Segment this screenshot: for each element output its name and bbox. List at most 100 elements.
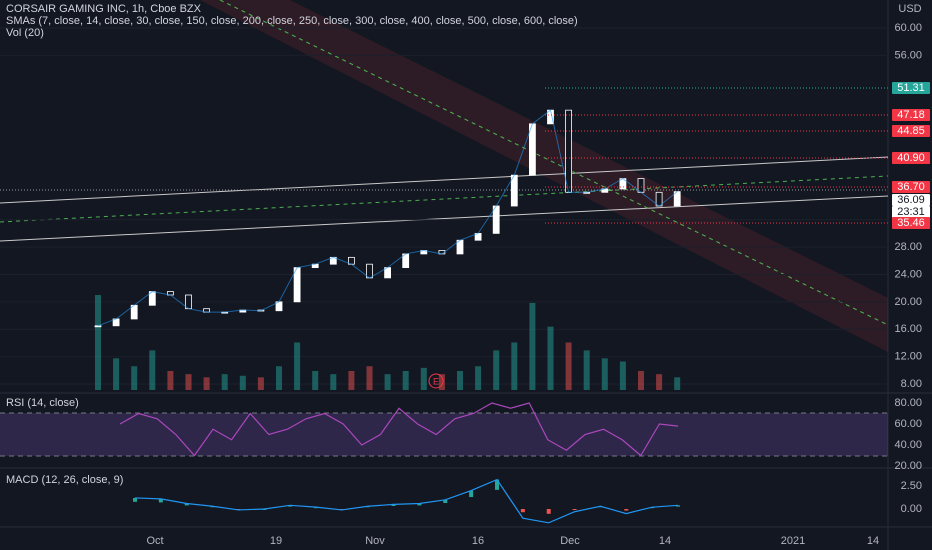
price-badge-label: 40.90 <box>897 152 925 164</box>
price-badge-label: 23:31 <box>897 206 925 218</box>
price-tick-label: 20.00 <box>894 296 922 308</box>
rsi-tick-label: 40.00 <box>894 439 922 451</box>
candle <box>492 205 500 234</box>
time-tick-label: Dec <box>560 535 580 547</box>
trend-line <box>0 156 889 204</box>
volume-bar <box>366 366 373 390</box>
volume-bar <box>619 361 626 390</box>
volume-bar <box>185 374 192 390</box>
macd-hist <box>495 479 499 490</box>
volume-bar <box>167 371 174 390</box>
price-badge <box>892 206 930 218</box>
time-tick-label: 14 <box>867 535 879 547</box>
rsi-line <box>119 402 679 457</box>
volume-bar <box>95 295 101 390</box>
volume-bar <box>420 367 427 390</box>
volume-bar <box>330 374 337 390</box>
trend-channel <box>200 0 888 352</box>
trend-line <box>0 195 889 242</box>
macd-hist <box>133 497 137 502</box>
volume-bar <box>565 342 572 390</box>
macd-hist <box>288 505 293 507</box>
price-badge <box>892 109 930 121</box>
rsi-tick-label: 20.00 <box>894 460 922 472</box>
volume-bar <box>529 302 536 390</box>
currency: USD <box>898 3 921 15</box>
candle <box>510 174 518 207</box>
volume-bar <box>438 374 445 390</box>
candle <box>529 123 536 176</box>
volume-bar <box>457 371 463 390</box>
rsi-band <box>0 413 888 456</box>
volume-bar <box>239 375 246 390</box>
volume-bar <box>348 371 355 390</box>
macd-hist <box>417 503 422 506</box>
time-tick-label: 14 <box>659 535 671 547</box>
macd-tick-label: 2.50 <box>901 480 922 492</box>
price-badge-label: 44.85 <box>897 125 925 137</box>
candle <box>565 109 572 193</box>
earnings-marker <box>428 373 444 389</box>
volume-bar <box>203 377 210 390</box>
macd-hist <box>184 503 189 506</box>
volume-bar <box>656 374 663 390</box>
candle <box>293 267 301 303</box>
price-tick-label: 28.00 <box>894 241 922 253</box>
volume-bar <box>149 350 156 390</box>
price-badge-label: 36.70 <box>897 181 925 193</box>
price-badge <box>892 217 930 229</box>
macd-hist <box>443 499 448 504</box>
trend-dashed <box>0 175 889 223</box>
time-tick-label: Nov <box>365 535 385 547</box>
macd-hist <box>676 505 680 507</box>
volume-bar <box>583 350 590 390</box>
volume-bar <box>221 374 228 390</box>
macd-hist <box>469 490 474 498</box>
macd-line <box>134 478 679 524</box>
price-tick-label: 16.00 <box>894 323 922 335</box>
volume-bar <box>312 371 319 390</box>
price-badge-label: 47.18 <box>897 109 925 121</box>
volume-bar <box>294 342 301 390</box>
macd-hist <box>572 509 577 510</box>
price-badge-label: 51.31 <box>897 82 925 94</box>
volume-bar <box>547 326 554 390</box>
price-tick-label: 8.00 <box>901 378 922 390</box>
volume-bar <box>113 358 120 390</box>
indicator-legend: SMAs (7, close, 14, close, 30, close, 15… <box>6 15 578 27</box>
volume-bar <box>475 366 482 390</box>
price-tick-label: 12.00 <box>894 351 922 363</box>
price-badge <box>892 82 930 94</box>
rsi-title: RSI (14, close) <box>6 397 79 409</box>
price-tick-label: 24.00 <box>894 268 922 280</box>
volume-bar <box>402 371 409 390</box>
macd-title: MACD (12, 26, close, 9) <box>6 474 123 486</box>
volume-bar <box>384 374 391 390</box>
price-badge-label: 36.09 <box>897 194 925 206</box>
price-badge <box>892 125 930 137</box>
trend-dashed <box>219 0 889 326</box>
macd-tick-label: 0.00 <box>901 503 922 515</box>
volume-bar <box>511 342 518 390</box>
close-line <box>97 109 678 327</box>
volume-bar <box>638 371 644 390</box>
macd-hist <box>391 504 396 507</box>
volume-bar <box>131 366 138 390</box>
time-tick-label: 2021 <box>781 535 805 547</box>
price-tick-label: 56.00 <box>894 49 922 61</box>
price-tick-label: 60.00 <box>894 22 922 34</box>
candle <box>94 325 102 328</box>
time-tick-label: Oct <box>146 535 163 547</box>
earnings-label: E <box>433 376 439 386</box>
price-badge <box>892 181 930 193</box>
volume-legend: Vol (20) <box>6 27 44 39</box>
macd-hist <box>158 498 163 503</box>
volume-bar <box>601 358 608 390</box>
volume-bar <box>257 377 264 390</box>
volume-bar <box>276 366 282 390</box>
macd-hist <box>546 509 551 514</box>
price-badge <box>892 194 930 206</box>
macd-hist <box>624 509 629 511</box>
